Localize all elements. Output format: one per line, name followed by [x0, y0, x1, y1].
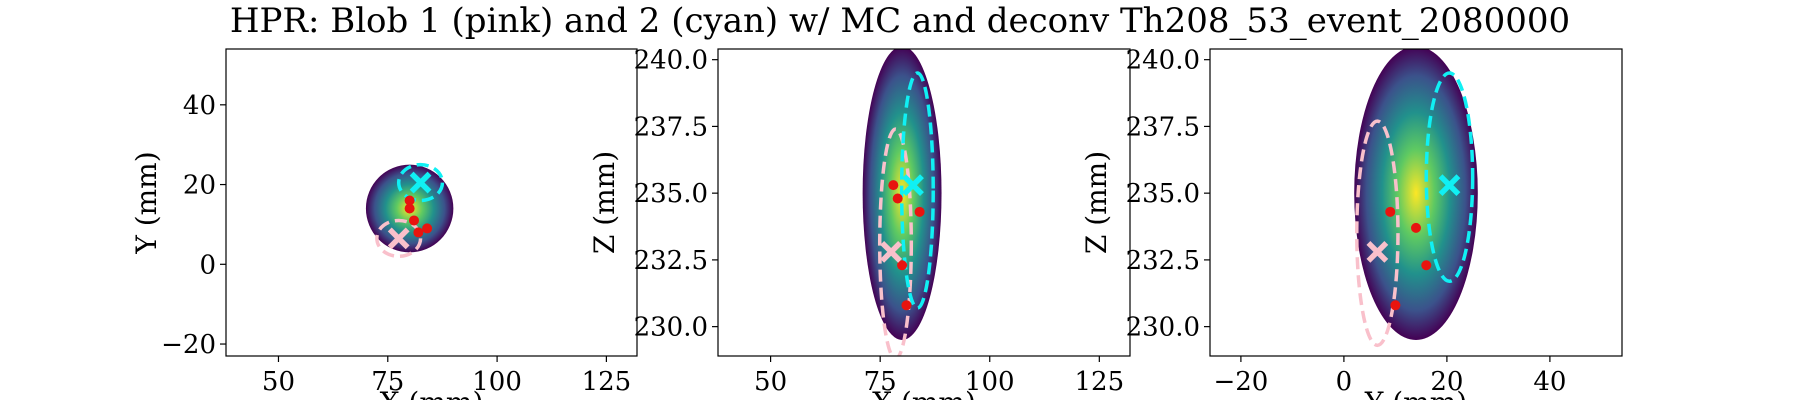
x-tick-label: 100	[965, 367, 1015, 397]
x-axis-label: X (mm)	[380, 386, 484, 400]
y-tick-label: 0	[199, 250, 216, 280]
mc-point	[404, 203, 415, 214]
x-tick-label: 100	[472, 367, 522, 397]
mc-point	[892, 193, 903, 204]
y-tick-label: −20	[161, 330, 216, 360]
x-tick-label: 20	[1430, 367, 1463, 397]
blob1-ellipse	[375, 218, 423, 259]
blob1-marker	[387, 227, 410, 250]
mc-point	[888, 180, 899, 191]
mc-point	[914, 206, 925, 217]
plot-area	[365, 162, 454, 259]
mc-point	[897, 260, 908, 271]
mc-point	[1421, 260, 1432, 271]
x-axis-label: X (mm)	[872, 386, 976, 400]
axes-frame	[717, 48, 1131, 357]
mc-point	[1390, 300, 1401, 311]
plot-area	[862, 49, 942, 356]
x-tick-label: 75	[864, 367, 897, 397]
panel-xz-projection: 50 75 100 125 230.0 232.5 235.0 237.5 240.0 Z (mm…	[588, 46, 1131, 400]
plot-area	[1354, 49, 1478, 348]
x-tick-label: −20	[1213, 367, 1268, 397]
mc-point	[404, 195, 415, 206]
y-tick-label: 235.0	[1126, 179, 1200, 209]
axes-frame	[1209, 48, 1623, 357]
blob1-ellipse	[877, 127, 914, 356]
y-axis-label: Z (mm)	[1080, 151, 1113, 254]
heatmap-blob	[1354, 49, 1478, 340]
x-tick-label: 50	[262, 367, 295, 397]
axes-frame	[225, 48, 638, 357]
y-tick-label: 232.5	[634, 246, 708, 276]
x-tick-label: 40	[1533, 367, 1566, 397]
x-tick-label: 125	[582, 367, 632, 397]
mc-point	[1411, 222, 1421, 233]
y-tick-label: 237.5	[1126, 112, 1200, 142]
y-tick-label: 232.5	[1126, 246, 1200, 276]
x-tick-label: 50	[754, 367, 787, 397]
y-tick-label: 20	[183, 171, 216, 201]
y-axis-label: Z (mm)	[588, 151, 621, 254]
panel-yz-projection: −20 0 20 40 230.0 232.5 235.0 237.5 240.0 Z (mm) Y…	[1080, 46, 1623, 400]
panels: 50 75 100 125 −20 0 20 40 Y (mm) X (mm) 50 75 100 125…	[130, 46, 1623, 400]
y-tick-label: 230.0	[634, 313, 708, 343]
y-axis-label: Y (mm)	[130, 151, 163, 254]
y-tick-label: 40	[183, 91, 216, 121]
blob2-marker	[409, 171, 432, 194]
blob2-marker	[1438, 174, 1461, 197]
y-tick-label: 240.0	[1126, 46, 1200, 76]
panel-xy-projection: 50 75 100 125 −20 0 20 40 Y (mm) X (mm)	[130, 48, 638, 400]
mc-point	[901, 300, 912, 311]
blob1-marker	[1366, 240, 1389, 263]
blob1-marker	[880, 240, 903, 263]
y-tick-label: 240.0	[634, 46, 708, 76]
mc-point	[1385, 206, 1396, 217]
x-tick-label: 75	[371, 367, 404, 397]
blob1-ellipse	[1355, 119, 1400, 348]
blob2-marker	[902, 174, 924, 197]
blob2-ellipse	[1424, 71, 1475, 284]
x-axis-label: Y (mm)	[1364, 386, 1467, 400]
figure-title: HPR: Blob 1 (pink) and 2 (cyan) w/ MC an…	[230, 1, 1570, 41]
mc-point	[409, 215, 420, 226]
blob2-ellipse	[899, 71, 935, 310]
blob2-ellipse	[396, 162, 445, 203]
mc-point	[413, 227, 424, 238]
x-tick-label: 0	[1336, 367, 1353, 397]
y-tick-label: 237.5	[634, 112, 708, 142]
y-tick-label: 235.0	[634, 179, 708, 209]
x-tick-label: 125	[1074, 367, 1124, 397]
mc-point	[422, 223, 433, 234]
y-tick-label: 230.0	[1126, 313, 1200, 343]
